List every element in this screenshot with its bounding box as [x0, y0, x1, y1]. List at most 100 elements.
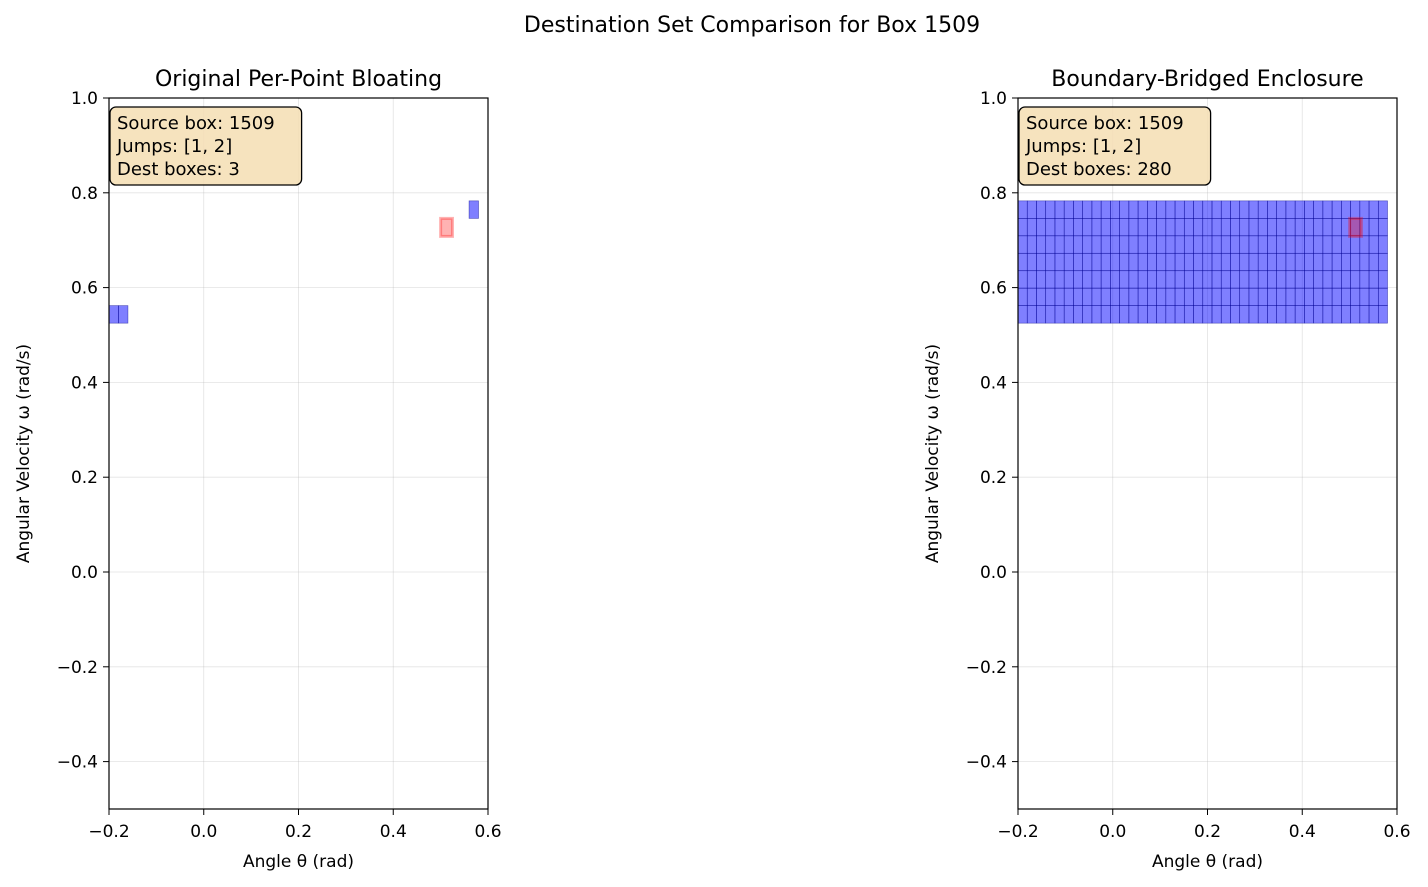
destination-box: [1322, 200, 1333, 219]
destination-box: [1174, 305, 1185, 324]
destination-box: [1276, 200, 1287, 219]
destination-box: [1063, 218, 1074, 237]
destination-box: [1359, 235, 1370, 254]
destination-box: [1220, 235, 1231, 254]
destination-box: [1350, 252, 1361, 272]
destination-box: [1341, 200, 1351, 219]
destination-box: [1110, 200, 1120, 219]
destination-box: [1368, 200, 1379, 219]
destination-box: [1036, 252, 1047, 272]
destination-box: [1100, 200, 1111, 219]
destination-box: [1377, 305, 1388, 324]
destination-box: [1294, 200, 1305, 219]
y-tick-label: −0.2: [966, 658, 1007, 678]
destination-box: [1137, 270, 1148, 289]
destination-box: [1377, 252, 1388, 272]
y-tick-label: 0.0: [71, 563, 98, 583]
destination-box: [1359, 252, 1370, 272]
y-tick-label: 0.2: [980, 468, 1007, 488]
destination-box: [1045, 305, 1056, 324]
source-box: [439, 216, 454, 238]
destination-box: [1128, 235, 1139, 254]
destination-box: [1137, 218, 1148, 237]
destination-box: [1045, 252, 1056, 272]
destination-box: [1073, 252, 1083, 272]
destination-box: [1063, 270, 1074, 289]
destination-box: [1082, 305, 1093, 324]
destination-box: [1239, 200, 1250, 219]
destination-box: [1183, 287, 1194, 306]
destination-box: [1036, 218, 1047, 237]
destination-box: [1313, 287, 1324, 306]
y-tick-label: 0.0: [980, 563, 1007, 583]
destination-box: [1174, 252, 1185, 272]
destination-box: [1304, 252, 1314, 272]
destination-box: [1026, 235, 1037, 254]
destination-box: [1128, 200, 1139, 219]
figure-suptitle: Destination Set Comparison for Box 1509: [524, 13, 980, 38]
destination-box: [1276, 305, 1287, 324]
destination-box: [1045, 235, 1056, 254]
destination-box: [1137, 287, 1148, 306]
destination-box: [1183, 235, 1194, 254]
destination-box: [1119, 287, 1130, 306]
destination-box: [1137, 235, 1148, 254]
destination-box: [1230, 270, 1241, 289]
destination-box: [1054, 235, 1065, 254]
destination-box: [1183, 218, 1194, 237]
destination-box: [1294, 235, 1305, 254]
y-tick-label: 0.4: [71, 373, 98, 393]
destination-box: [1082, 252, 1093, 272]
destination-box: [1202, 218, 1213, 237]
destination-box: [1036, 270, 1047, 289]
destination-box: [1377, 200, 1388, 219]
destination-box: [1239, 218, 1250, 237]
destination-box: [1137, 252, 1148, 272]
destination-box: [1322, 270, 1333, 289]
destination-box: [1137, 200, 1148, 219]
panel-title: Original Per-Point Bloating: [155, 67, 442, 92]
destination-box: [1128, 252, 1139, 272]
destination-box: [1110, 218, 1120, 237]
destination-box: [1183, 270, 1194, 289]
destination-box: [1285, 235, 1296, 254]
destination-box: [1193, 305, 1204, 324]
y-tick-label: 1.0: [980, 89, 1007, 109]
destination-box: [1202, 270, 1213, 289]
destination-box: [1082, 218, 1093, 237]
destination-box: [1165, 287, 1176, 306]
destination-box: [1313, 252, 1324, 272]
destination-box: [1331, 252, 1342, 272]
destination-box: [1239, 235, 1250, 254]
destination-box: [1257, 252, 1268, 272]
destination-box: [1313, 200, 1324, 219]
info-line: Source box: 1509: [1026, 113, 1184, 134]
destination-box: [1368, 287, 1379, 306]
destination-box: [1156, 287, 1167, 306]
destination-box: [1257, 200, 1268, 219]
x-axis-label: Angle θ (rad): [243, 852, 354, 872]
info-line: Dest boxes: 3: [117, 159, 240, 180]
destination-box: [1128, 270, 1139, 289]
x-tick-label: 0.0: [190, 822, 217, 842]
destination-box: [1313, 270, 1324, 289]
destination-box: [1267, 235, 1277, 254]
destination-box: [1082, 287, 1093, 306]
destination-box: [1054, 270, 1065, 289]
destination-box: [1211, 200, 1222, 219]
destination-box: [1331, 200, 1342, 219]
destination-box: [1285, 287, 1296, 306]
destination-box: [1304, 200, 1314, 219]
destination-box: [1036, 200, 1047, 219]
destination-box: [1110, 270, 1120, 289]
destination-box: [1350, 200, 1361, 219]
destination-box: [1239, 270, 1250, 289]
destination-box: [1174, 235, 1185, 254]
destination-box: [1147, 270, 1157, 289]
destination-box: [1313, 235, 1324, 254]
info-line: Dest boxes: 280: [1026, 159, 1172, 180]
destination-box: [1128, 305, 1139, 324]
y-axis-label: Angular Velocity ω (rad/s): [14, 344, 34, 563]
destination-box: [1091, 305, 1102, 324]
panel-title: Boundary-Bridged Enclosure: [1051, 67, 1363, 92]
